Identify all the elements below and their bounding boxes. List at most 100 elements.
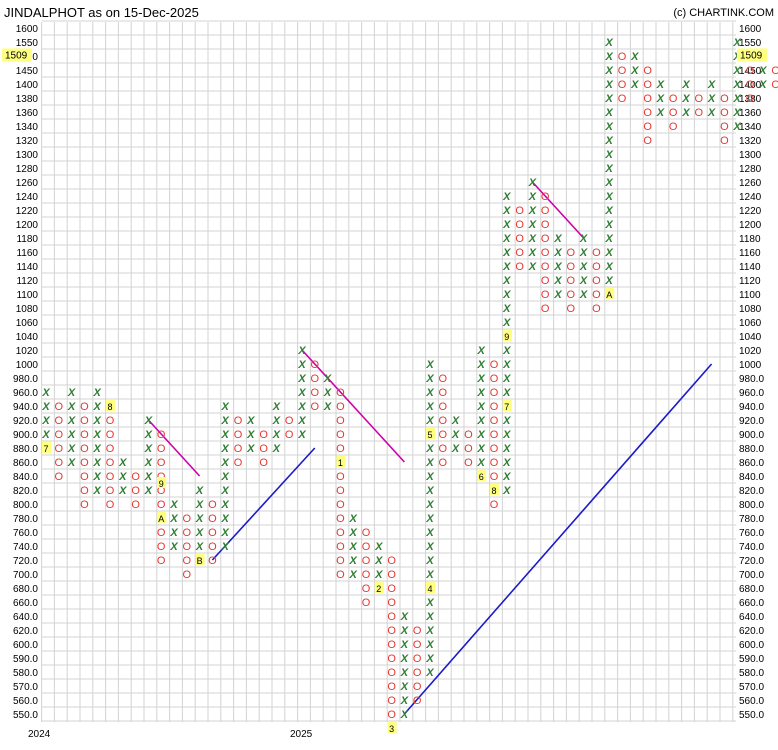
price-label-right: 560.0: [739, 696, 764, 707]
o-mark: O: [336, 415, 345, 427]
x-mark: X: [477, 443, 486, 455]
o-mark: O: [541, 205, 550, 217]
o-mark: O: [541, 233, 550, 245]
x-mark: X: [93, 443, 102, 455]
x-mark: X: [144, 471, 153, 483]
o-mark: O: [80, 471, 89, 483]
price-label-left: 1320: [16, 136, 39, 147]
x-mark: X: [169, 513, 178, 525]
price-label-left: 1550: [16, 38, 39, 49]
price-label-left: 1180: [16, 234, 38, 245]
o-mark: O: [618, 51, 627, 63]
month-marker: 9: [504, 332, 509, 342]
x-mark: X: [67, 415, 76, 427]
price-label-left: 550.0: [13, 710, 38, 721]
o-mark: O: [490, 457, 499, 469]
month-marker-bg: [106, 400, 115, 411]
o-mark: O: [387, 709, 396, 721]
o-mark: O: [413, 681, 422, 693]
x-mark: X: [451, 443, 460, 455]
price-label-right: 1450: [739, 66, 762, 77]
o-mark: O: [336, 513, 345, 525]
month-marker: B: [197, 556, 203, 566]
o-mark: O: [541, 247, 550, 259]
o-mark: O: [592, 275, 601, 287]
x-mark: X: [195, 541, 204, 553]
o-mark: O: [490, 373, 499, 385]
o-mark: O: [131, 471, 140, 483]
o-mark: O: [157, 499, 166, 511]
x-mark: X: [93, 471, 102, 483]
price-label-left: 820.0: [13, 486, 38, 497]
x-mark: X: [425, 485, 434, 497]
month-marker-bg: [336, 456, 346, 467]
x-mark: X: [502, 289, 511, 301]
o-mark: O: [234, 429, 243, 441]
price-label-right: 1180: [739, 234, 761, 245]
x-mark: X: [67, 429, 76, 441]
price-label-right: 1400: [739, 80, 762, 91]
x-mark: X: [528, 219, 537, 231]
month-marker: 4: [427, 584, 432, 594]
o-mark: O: [490, 359, 499, 371]
x-mark: X: [528, 191, 537, 203]
x-mark: X: [425, 653, 434, 665]
month-marker-bg: [387, 722, 397, 733]
x-mark: X: [246, 415, 255, 427]
month-marker-bg: [490, 484, 499, 495]
x-mark: X: [502, 471, 511, 483]
x-mark: X: [67, 401, 76, 413]
x-mark: X: [221, 443, 230, 455]
price-label-left: 980.0: [13, 374, 38, 385]
x-mark: X: [67, 443, 76, 455]
x-mark: X: [656, 93, 665, 105]
o-mark: O: [259, 457, 268, 469]
o-mark: O: [336, 443, 345, 455]
x-mark: X: [221, 415, 230, 427]
o-mark: O: [106, 429, 115, 441]
trendline: [211, 447, 316, 561]
x-mark: X: [707, 107, 716, 119]
o-mark: O: [746, 79, 755, 91]
x-mark: X: [349, 569, 358, 581]
o-mark: O: [439, 415, 448, 427]
o-mark: O: [720, 135, 729, 147]
x-mark: X: [195, 499, 204, 511]
x-mark: X: [425, 359, 434, 371]
x-mark: X: [425, 569, 434, 581]
o-mark: O: [387, 653, 396, 665]
price-label-left: 590.0: [13, 654, 38, 665]
price-label-right: 1360: [739, 108, 762, 119]
price-label-left: 1040: [16, 332, 39, 343]
trendline: [403, 363, 713, 715]
o-mark: O: [592, 289, 601, 301]
o-mark: O: [387, 555, 396, 567]
x-mark: X: [733, 79, 742, 91]
x-mark: X: [374, 555, 383, 567]
x-mark: X: [477, 373, 486, 385]
o-mark: O: [208, 541, 217, 553]
x-mark: X: [502, 261, 511, 273]
o-mark: O: [106, 415, 115, 427]
price-label-right: 740.0: [739, 542, 764, 553]
o-mark: O: [362, 597, 371, 609]
x-mark: X: [605, 121, 614, 133]
x-mark: X: [425, 597, 434, 609]
o-mark: O: [567, 275, 576, 287]
x-mark: X: [93, 401, 102, 413]
x-mark: X: [425, 541, 434, 553]
price-label-left: 1340: [16, 122, 39, 133]
o-mark: O: [336, 555, 345, 567]
x-mark: X: [502, 275, 511, 287]
x-mark: X: [297, 373, 306, 385]
price-label-left: 1280: [16, 164, 39, 175]
o-mark: O: [336, 541, 345, 553]
o-mark: O: [439, 443, 448, 455]
month-marker-bg: [42, 442, 51, 453]
x-mark: X: [374, 569, 383, 581]
trendline: [147, 419, 201, 477]
o-mark: O: [490, 471, 499, 483]
x-mark: X: [400, 681, 409, 693]
price-label-right: 1300: [739, 150, 762, 161]
month-marker: 8: [491, 486, 496, 496]
